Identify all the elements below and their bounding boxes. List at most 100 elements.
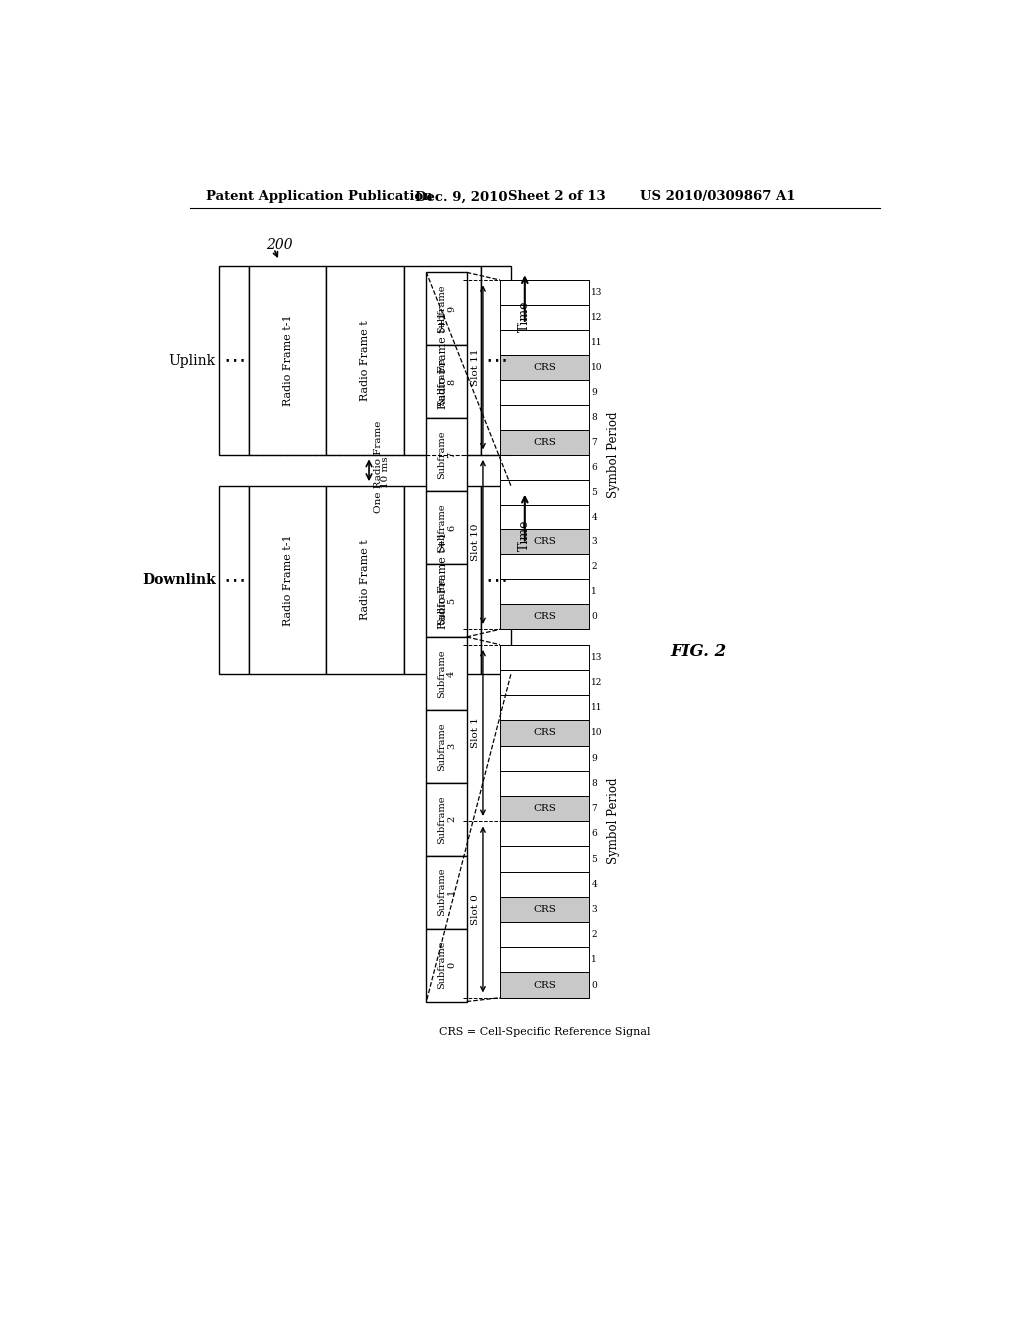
Text: 1: 1 <box>592 956 597 965</box>
Text: 7: 7 <box>592 438 597 446</box>
Bar <box>500 973 589 998</box>
Text: CRS: CRS <box>534 438 556 446</box>
Bar <box>500 696 589 721</box>
Text: Subframe
4: Subframe 4 <box>437 649 457 698</box>
Text: 6: 6 <box>592 462 597 471</box>
Bar <box>481 486 511 675</box>
Text: 200: 200 <box>266 238 293 252</box>
Text: 13: 13 <box>592 653 603 661</box>
Bar <box>426 929 467 1002</box>
Text: 12: 12 <box>592 678 603 686</box>
Text: 6: 6 <box>592 829 597 838</box>
Text: Radio Frame t: Radio Frame t <box>360 321 370 401</box>
Bar <box>500 796 589 821</box>
Text: 13: 13 <box>592 288 603 297</box>
Bar <box>403 486 481 675</box>
Text: Sheet 2 of 13: Sheet 2 of 13 <box>508 190 605 203</box>
Text: ⋯: ⋯ <box>223 351 246 371</box>
Bar <box>426 855 467 929</box>
Text: US 2010/0309867 A1: US 2010/0309867 A1 <box>640 190 795 203</box>
Text: Downlink: Downlink <box>142 573 216 587</box>
Text: 11: 11 <box>592 704 603 713</box>
Bar <box>500 923 589 948</box>
Text: Uplink: Uplink <box>169 354 216 367</box>
Text: Radio Frame t+1: Radio Frame t+1 <box>437 312 447 409</box>
Text: 5: 5 <box>592 854 597 863</box>
Text: CRS: CRS <box>534 804 556 813</box>
Text: 7: 7 <box>592 804 597 813</box>
Text: CRS = Cell-Specific Reference Signal: CRS = Cell-Specific Reference Signal <box>439 1027 650 1038</box>
Text: CRS: CRS <box>534 981 556 990</box>
Bar <box>481 267 511 455</box>
Text: 9: 9 <box>592 754 597 763</box>
Text: One Radio Frame: One Radio Frame <box>374 420 383 512</box>
Text: 8: 8 <box>592 413 597 422</box>
Bar <box>500 554 589 579</box>
Text: 0: 0 <box>592 612 597 622</box>
Text: Subframe
8: Subframe 8 <box>437 358 457 407</box>
Bar <box>500 280 589 305</box>
Bar <box>426 272 467 346</box>
Bar <box>500 746 589 771</box>
Text: 4: 4 <box>592 512 597 521</box>
Text: Symbol Period: Symbol Period <box>607 412 621 498</box>
Text: Radio Frame t-1: Radio Frame t-1 <box>283 314 293 407</box>
Bar <box>403 267 481 455</box>
Text: Subframe
2: Subframe 2 <box>437 795 457 843</box>
Text: Symbol Period: Symbol Period <box>607 777 621 865</box>
Bar <box>500 948 589 973</box>
Text: Slot 10: Slot 10 <box>471 523 480 561</box>
Bar <box>249 486 327 675</box>
Text: Patent Application Publication: Patent Application Publication <box>206 190 432 203</box>
Bar <box>500 846 589 871</box>
Text: CRS: CRS <box>534 906 556 913</box>
Bar <box>426 710 467 783</box>
Text: ⋯: ⋯ <box>485 570 507 590</box>
Bar <box>327 486 403 675</box>
Bar <box>500 644 589 669</box>
Text: 1: 1 <box>592 587 597 597</box>
Text: Dec. 9, 2010: Dec. 9, 2010 <box>415 190 507 203</box>
Text: FIG. 2: FIG. 2 <box>671 643 727 660</box>
Bar <box>500 821 589 846</box>
Bar <box>500 330 589 355</box>
Bar <box>500 305 589 330</box>
Bar <box>500 771 589 796</box>
Text: Slot 1: Slot 1 <box>471 718 480 748</box>
Text: Subframe
7: Subframe 7 <box>437 430 457 479</box>
Text: Subframe
5: Subframe 5 <box>437 577 457 624</box>
Text: 0: 0 <box>592 981 597 990</box>
Bar <box>426 783 467 855</box>
Text: 12: 12 <box>592 313 603 322</box>
Bar <box>426 638 467 710</box>
Bar <box>500 529 589 554</box>
Text: Slot 0: Slot 0 <box>471 894 480 925</box>
Bar <box>249 267 327 455</box>
Bar <box>426 418 467 491</box>
Text: 4: 4 <box>592 879 597 888</box>
Text: 2: 2 <box>592 931 597 939</box>
Bar <box>500 454 589 479</box>
Text: 8: 8 <box>592 779 597 788</box>
Bar <box>426 491 467 564</box>
Bar <box>500 430 589 454</box>
Text: Time: Time <box>518 300 531 331</box>
Text: 5: 5 <box>592 487 597 496</box>
Text: Subframe
9: Subframe 9 <box>437 285 457 333</box>
Text: 10 ms: 10 ms <box>381 457 390 488</box>
Text: Subframe
1: Subframe 1 <box>437 869 457 916</box>
Bar <box>500 605 589 630</box>
Bar <box>219 486 249 675</box>
Text: Slot 11: Slot 11 <box>471 348 480 387</box>
Text: Subframe
6: Subframe 6 <box>437 503 457 552</box>
Text: CRS: CRS <box>534 612 556 622</box>
Text: CRS: CRS <box>534 537 556 546</box>
Bar <box>327 267 403 455</box>
Text: Subframe
3: Subframe 3 <box>437 722 457 771</box>
Text: Radio Frame t-1: Radio Frame t-1 <box>283 535 293 626</box>
Text: Radio Frame t: Radio Frame t <box>360 540 370 620</box>
Text: 11: 11 <box>592 338 603 347</box>
Bar <box>500 896 589 923</box>
Bar <box>500 355 589 380</box>
Text: Subframe
0: Subframe 0 <box>437 941 457 990</box>
